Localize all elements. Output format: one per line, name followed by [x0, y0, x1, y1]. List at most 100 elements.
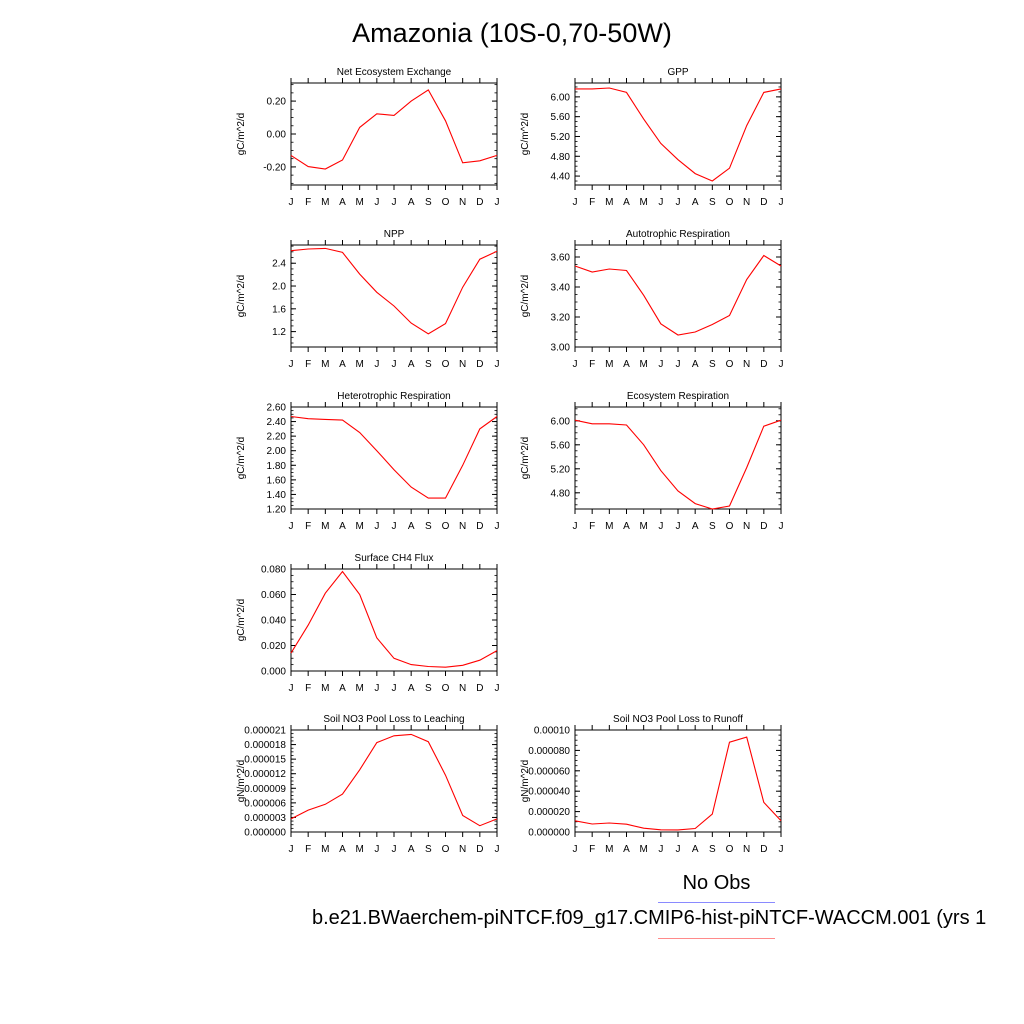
plot-frame	[290, 568, 498, 672]
x-tick-label: J	[676, 521, 681, 532]
x-tick-label: M	[639, 359, 647, 370]
chart-panel: Soil NO3 Pool Loss to LeachinggN/m^2/d0.…	[236, 714, 500, 855]
x-tick-label: J	[676, 197, 681, 208]
x-tick-label: J	[374, 683, 379, 694]
plot-frame	[290, 82, 498, 186]
series-line	[290, 733, 498, 827]
y-tick-label: 2.20	[267, 432, 287, 443]
y-tick-label: 0.080	[261, 565, 286, 576]
y-axis-label: gC/m^2/d	[236, 275, 247, 318]
x-tick-label: M	[355, 197, 363, 208]
x-tick-label: A	[408, 683, 415, 694]
x-tick-label: J	[392, 844, 397, 855]
x-tick-label: N	[743, 844, 750, 855]
x-tick-label: J	[573, 359, 578, 370]
panel-title: Ecosystem Respiration	[627, 391, 729, 402]
x-tick-label: F	[305, 197, 311, 208]
x-tick-label: A	[339, 683, 346, 694]
x-tick-label: N	[743, 521, 750, 532]
x-tick-label: M	[355, 844, 363, 855]
x-tick-label: M	[639, 197, 647, 208]
x-tick-label: A	[339, 844, 346, 855]
x-tick-label: N	[459, 197, 466, 208]
x-tick-label: D	[760, 521, 767, 532]
x-tick-label: A	[623, 521, 630, 532]
x-tick-label: J	[495, 521, 500, 532]
x-tick-label: A	[408, 359, 415, 370]
panel-title: Heterotrophic Respiration	[337, 391, 450, 402]
y-tick-label: 0.040	[261, 616, 286, 627]
y-tick-label: 0.000012	[244, 769, 286, 780]
x-tick-label: S	[425, 521, 432, 532]
x-tick-label: A	[408, 197, 415, 208]
panel-title: Net Ecosystem Exchange	[337, 67, 452, 78]
series-line	[575, 87, 782, 182]
y-axis-label: gC/m^2/d	[520, 275, 531, 318]
x-tick-label: D	[476, 844, 483, 855]
x-tick-label: O	[442, 683, 450, 694]
chart-panel: Autotrophic Respiration gC/m^2/d 3.00 3.20 3…	[520, 229, 784, 370]
x-tick-label: J	[779, 359, 784, 370]
y-tick-label: -0.20	[263, 162, 286, 173]
x-tick-label: A	[692, 521, 699, 532]
chart-panel: Net Ecosystem Exchange gC/m^2/d -0.20 0.00 0…	[236, 67, 500, 208]
y-tick-label: 0.000020	[528, 807, 570, 818]
y-tick-label: 1.40	[267, 490, 287, 501]
x-tick-label: M	[321, 521, 329, 532]
y-tick-label: 0.000000	[244, 828, 286, 839]
y-tick-label: 0.000006	[244, 798, 286, 809]
x-tick-label: J	[495, 197, 500, 208]
y-tick-label: 0.00	[267, 130, 287, 141]
x-tick-label: O	[726, 844, 734, 855]
x-tick-label: F	[305, 359, 311, 370]
y-axis-label: gN/m^2/d	[236, 760, 247, 803]
y-tick-label: 5.20	[551, 132, 571, 143]
chart-panel: Ecosystem Respiration gC/m^2/d 4.80 5.20 5.6…	[520, 391, 784, 532]
x-tick-label: O	[442, 359, 450, 370]
chart-panel: Surface CH4 Flux gC/m^2/d 0.000 0.020 0.040 0…	[236, 553, 500, 694]
y-axis-label: gC/m^2/d	[520, 437, 531, 480]
x-tick-label: J	[374, 521, 379, 532]
x-tick-label: J	[289, 359, 294, 370]
y-axis-label: gC/m^2/d	[520, 113, 531, 156]
x-tick-label: M	[605, 521, 613, 532]
x-tick-label: J	[374, 359, 379, 370]
x-tick-label: A	[339, 197, 346, 208]
y-tick-label: 1.2	[272, 327, 286, 338]
y-tick-label: 0.000000	[528, 828, 570, 839]
x-tick-label: J	[289, 844, 294, 855]
legend-no-obs-label: No Obs	[682, 872, 751, 894]
x-tick-label: J	[392, 683, 397, 694]
legend-case-label: b.e21.BWaerchem-piNTCF.f09_g17.CMIP6-his…	[312, 907, 987, 929]
y-tick-label: 0.000003	[244, 813, 286, 824]
x-tick-label: D	[476, 197, 483, 208]
y-tick-label: 0.000080	[528, 746, 570, 757]
plot-frame	[290, 244, 498, 348]
x-tick-label: A	[623, 359, 630, 370]
x-tick-label: O	[442, 197, 450, 208]
series-line	[574, 254, 782, 336]
x-tick-label: J	[374, 197, 379, 208]
x-tick-label: S	[425, 683, 432, 694]
y-tick-label: 0.000015	[244, 755, 286, 766]
x-tick-label: O	[726, 197, 734, 208]
x-tick-label: A	[692, 359, 699, 370]
series-line	[290, 415, 498, 499]
x-tick-label: J	[495, 844, 500, 855]
x-tick-label: D	[476, 521, 483, 532]
y-tick-label: 1.80	[267, 461, 287, 472]
x-tick-label: J	[392, 197, 397, 208]
legend-obs-line	[658, 902, 775, 903]
plot-frame	[290, 729, 498, 833]
x-tick-label: M	[605, 197, 613, 208]
figure-title: Amazonia (10S-0,70-50W)	[352, 18, 672, 48]
y-tick-label: 2.40	[267, 417, 287, 428]
x-tick-label: D	[476, 683, 483, 694]
x-tick-label: F	[589, 197, 595, 208]
x-tick-label: N	[459, 683, 466, 694]
series-line	[574, 419, 782, 510]
y-tick-label: 0.20	[267, 97, 287, 108]
